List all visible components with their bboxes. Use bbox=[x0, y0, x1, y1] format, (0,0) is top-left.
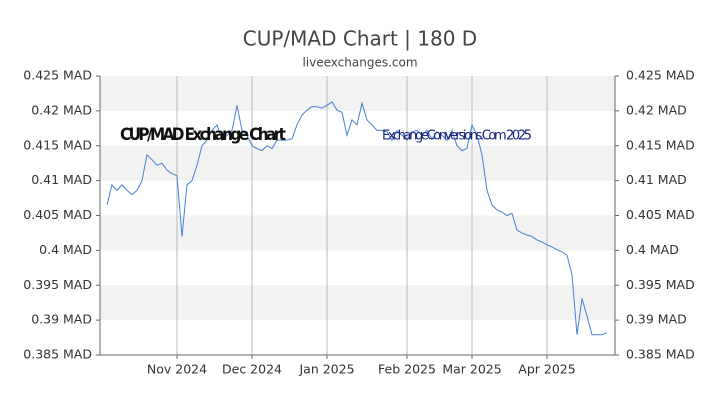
y-tick-label: 0.385 MAD bbox=[23, 347, 92, 362]
y-tick-label-right: 0.42 MAD bbox=[626, 102, 687, 117]
y-tick-label: 0.405 MAD bbox=[23, 207, 92, 222]
x-tick-label: Apr 2025 bbox=[518, 362, 575, 377]
x-tick-label: Nov 2024 bbox=[147, 362, 207, 377]
series-line bbox=[106, 101, 608, 336]
y-tick-label-right: 0.395 MAD bbox=[626, 277, 695, 292]
y-tick-label-right: 0.4 MAD bbox=[626, 242, 679, 257]
grid-band bbox=[100, 215, 615, 251]
annotation: CUP/MAD Exchange Chart bbox=[120, 125, 286, 145]
y-tick-label: 0.425 MAD bbox=[23, 68, 92, 83]
y-tick-label: 0.4 MAD bbox=[39, 242, 92, 257]
chart-title: CUP/MAD Chart | 180 D bbox=[243, 27, 477, 51]
y-tick-label: 0.395 MAD bbox=[23, 277, 92, 292]
y-tick-label: 0.42 MAD bbox=[31, 102, 92, 117]
y-tick-label-right: 0.41 MAD bbox=[626, 172, 687, 187]
grid-band bbox=[100, 285, 615, 321]
y-tick-label: 0.415 MAD bbox=[23, 137, 92, 152]
chart-subtitle: liveexchanges.com bbox=[302, 56, 417, 70]
x-tick-label: Feb 2025 bbox=[378, 362, 436, 377]
grid-band bbox=[100, 145, 615, 181]
y-tick-label-right: 0.425 MAD bbox=[626, 68, 695, 83]
grid-band bbox=[100, 76, 615, 111]
x-tick-label: Mar 2025 bbox=[442, 362, 501, 377]
x-tick-label: Dec 2024 bbox=[222, 362, 282, 377]
y-tick-label-right: 0.415 MAD bbox=[626, 137, 695, 152]
y-tick-label-right: 0.39 MAD bbox=[626, 312, 687, 327]
y-tick-label: 0.41 MAD bbox=[31, 172, 92, 187]
y-tick-label: 0.39 MAD bbox=[31, 312, 92, 327]
y-tick-label-right: 0.405 MAD bbox=[626, 207, 695, 222]
y-tick-label-right: 0.385 MAD bbox=[626, 347, 695, 362]
x-tick-label: Jan 2025 bbox=[298, 362, 354, 377]
annotation: ExchangeConversions.Com 2025 bbox=[382, 129, 532, 144]
